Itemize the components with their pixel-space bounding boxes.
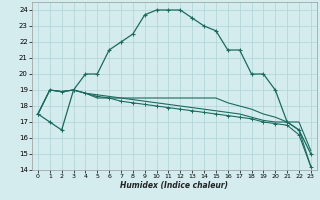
X-axis label: Humidex (Indice chaleur): Humidex (Indice chaleur) [120,181,228,190]
